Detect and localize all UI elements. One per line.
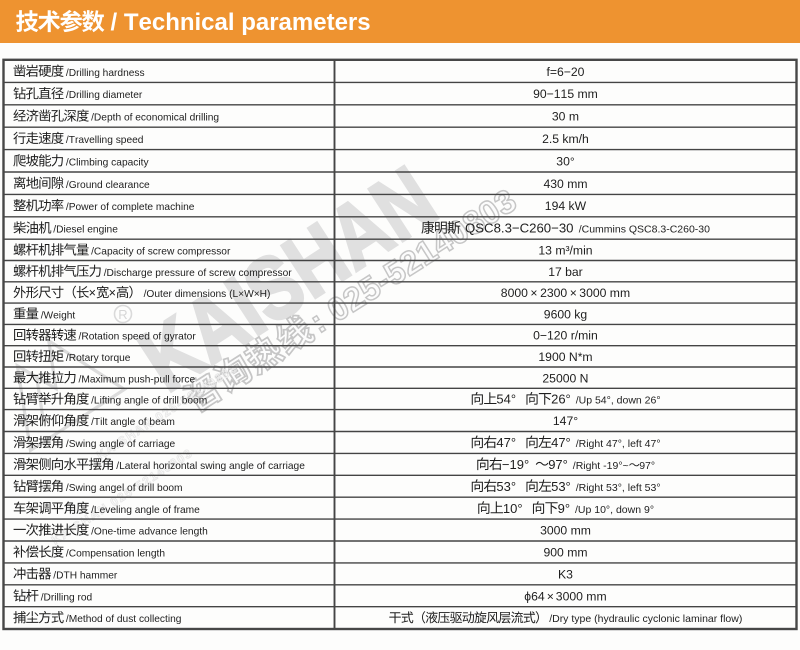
svg-text:/Up 10°, down 9°: /Up 10°, down 9° — [575, 504, 654, 516]
svg-text:/Rotation speed of gyrator: /Rotation speed of gyrator — [79, 332, 197, 343]
svg-text:53°: 53° — [496, 479, 516, 494]
svg-text:/Ground clearance: /Ground clearance — [66, 180, 150, 191]
svg-text:/Power of complete machine: /Power of complete machine — [66, 202, 195, 213]
svg-text:/Diesel engine: /Diesel engine — [53, 225, 118, 236]
svg-text:430 mm: 430 mm — [544, 177, 588, 191]
svg-text:QSC8.3−C260−30: QSC8.3−C260−30 — [465, 221, 574, 236]
svg-text:97°: 97° — [548, 457, 568, 472]
svg-text:×: × — [109, 286, 116, 300]
svg-text:17 bar: 17 bar — [548, 265, 583, 279]
svg-text:30°: 30° — [556, 154, 575, 168]
svg-text:/Method of dust collecting: /Method of dust collecting — [66, 614, 182, 625]
svg-text:/Lateral horizontal swing angl: /Lateral horizontal swing angle of carri… — [116, 461, 305, 472]
svg-text:/Outer dimensions (L×W×H): /Outer dimensions (L×W×H) — [144, 289, 271, 300]
svg-text:3000 mm: 3000 mm — [556, 589, 607, 603]
svg-text:/Dry type (hydraulic cyclonic: /Dry type (hydraulic cyclonic laminar fl… — [549, 613, 742, 625]
svg-text:10°: 10° — [503, 501, 523, 516]
svg-text:53°: 53° — [551, 479, 571, 494]
svg-text:3000 mm: 3000 mm — [579, 286, 630, 300]
svg-text:/Up 54°, down 26°: /Up 54°, down 26° — [576, 395, 661, 407]
svg-text:×: × — [89, 286, 96, 300]
svg-text:25000 N: 25000 N — [542, 371, 588, 385]
svg-text:54°: 54° — [496, 392, 516, 407]
svg-text:/Discharge pressure of screw c: /Discharge pressure of screw compressor — [104, 268, 293, 279]
svg-text:×: × — [570, 286, 577, 300]
svg-text:/Travelling speed: /Travelling speed — [66, 135, 144, 146]
svg-text:9600 kg: 9600 kg — [544, 307, 587, 321]
svg-text:/DTH hammer: /DTH hammer — [53, 570, 118, 581]
svg-text:90−115 mm: 90−115 mm — [533, 87, 598, 101]
svg-text:1900 N*m: 1900 N*m — [538, 350, 592, 364]
svg-text:8000: 8000 — [501, 286, 528, 300]
svg-text:26°: 26° — [551, 392, 571, 407]
svg-text:/Leveling angle of frame: /Leveling angle of frame — [91, 505, 200, 516]
svg-text:3000 mm: 3000 mm — [540, 524, 591, 538]
svg-text:/ Technical parameters: / Technical parameters — [111, 9, 371, 36]
svg-text:/Drilling rod: /Drilling rod — [41, 592, 93, 603]
svg-text:/One-time advance length: /One-time advance length — [91, 527, 208, 538]
svg-text:147°: 147° — [553, 414, 578, 428]
svg-text:ϕ64: ϕ64 — [524, 589, 545, 603]
svg-text:13 m³/min: 13 m³/min — [538, 244, 592, 258]
svg-text:×: × — [530, 286, 537, 300]
svg-text:2300: 2300 — [540, 286, 567, 300]
svg-text:194 kW: 194 kW — [545, 199, 587, 213]
svg-text:/Right 53°, left 53°: /Right 53°, left 53° — [576, 482, 661, 494]
svg-text:/Cummins QSC8.3-C260-30: /Cummins QSC8.3-C260-30 — [579, 224, 710, 236]
svg-text:−19°: −19° — [502, 457, 529, 472]
svg-text:/Climbing capacity: /Climbing capacity — [66, 157, 150, 168]
svg-text:/Depth of economical drilling: /Depth of economical drilling — [91, 113, 219, 124]
svg-text:900 mm: 900 mm — [544, 546, 588, 560]
svg-text:f=6−20: f=6−20 — [547, 65, 585, 79]
svg-text:/Maximum push-pull force: /Maximum push-pull force — [79, 374, 196, 385]
svg-text:0−120 r/min: 0−120 r/min — [533, 329, 598, 343]
svg-text:/Drilling hardness: /Drilling hardness — [66, 68, 145, 79]
svg-text:/Tilt angle of beam: /Tilt angle of beam — [91, 417, 175, 428]
svg-text:/Weight: /Weight — [41, 310, 76, 321]
svg-text:K3: K3 — [558, 567, 573, 581]
svg-text:30 m: 30 m — [552, 110, 579, 124]
svg-text:/Swing angle of carriage: /Swing angle of carriage — [66, 439, 176, 450]
svg-text:/Swing angel of drill boom: /Swing angel of drill boom — [66, 483, 183, 494]
svg-text:/Right 47°, left 47°: /Right 47°, left 47° — [576, 438, 661, 450]
svg-text:/Rotary torque: /Rotary torque — [66, 353, 131, 364]
svg-text:/Right -19°~: /Right -19°~ — [573, 460, 629, 472]
svg-text:/Drilling diameter: /Drilling diameter — [66, 90, 143, 101]
svg-text:9°: 9° — [558, 501, 570, 516]
svg-text:47°: 47° — [496, 435, 516, 450]
svg-text:97°: 97° — [639, 460, 655, 472]
svg-text:47°: 47° — [551, 435, 571, 450]
svg-text:R: R — [118, 307, 127, 322]
svg-text:×: × — [547, 589, 554, 603]
svg-text:/Capacity of screw compressor: /Capacity of screw compressor — [91, 247, 231, 258]
svg-text:/Compensation length: /Compensation length — [66, 549, 165, 560]
svg-text:2.5 km/h: 2.5 km/h — [542, 132, 589, 146]
svg-text:/Lifting angle of drill boom: /Lifting angle of drill boom — [91, 396, 207, 407]
